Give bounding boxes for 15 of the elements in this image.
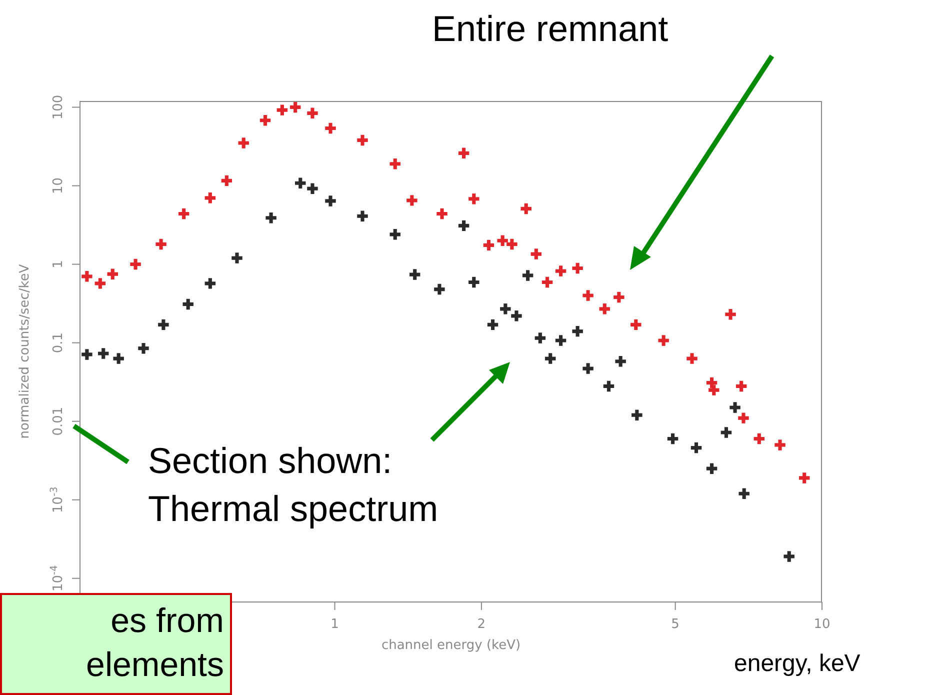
- annotation: Section shown: Thermal spectrum: [148, 439, 438, 531]
- y-tick-label: 1: [51, 260, 66, 268]
- x-axis-title: channel energy (keV): [381, 638, 521, 654]
- y-tick-label: 0.01: [51, 406, 66, 436]
- y-tick-label: 10: [51, 177, 66, 194]
- x-tick-label: 2: [477, 617, 486, 632]
- text: es from elements: [0, 593, 232, 695]
- x-tick-label: 5: [671, 617, 680, 632]
- y-tick-label: 100: [51, 94, 66, 120]
- text: Entire remnant: [432, 8, 668, 50]
- y-axis-title: normalized counts/sec/keV: [18, 264, 33, 439]
- x-tick-label: 10: [814, 617, 830, 632]
- x-tick-label: 1: [330, 617, 339, 632]
- text: energy, keV: [734, 650, 860, 678]
- y-tick-label: 0.1: [51, 332, 66, 354]
